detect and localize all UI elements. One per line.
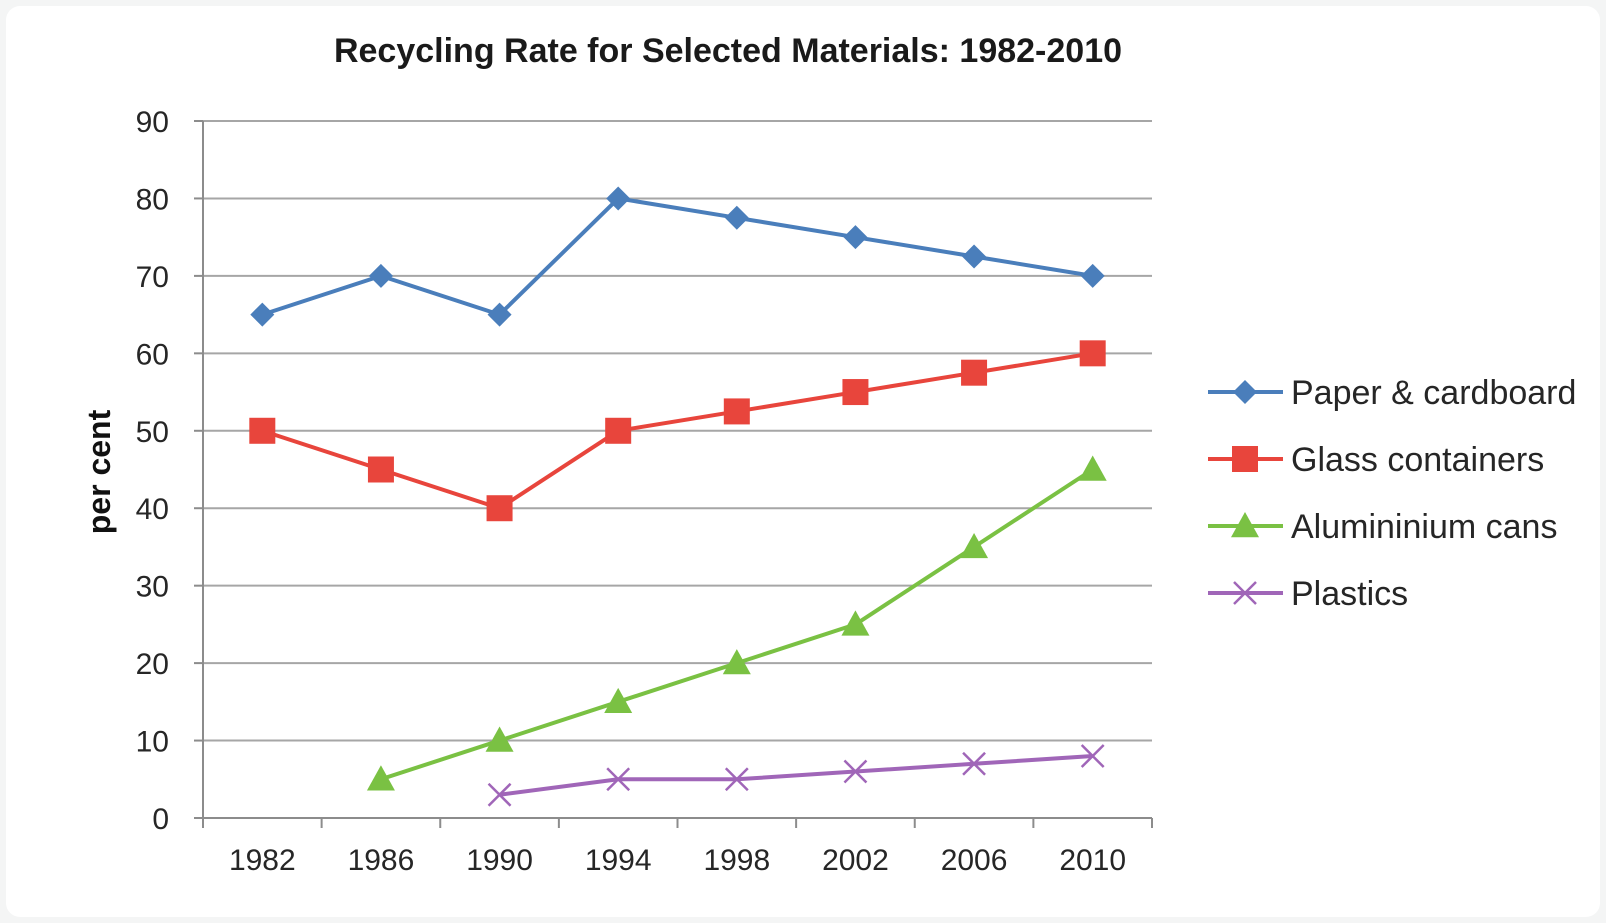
x-tick-label-2010: 2010 [1059, 844, 1126, 877]
point-plastics-1990 [487, 782, 512, 807]
legend-item-paper-cardboard: Paper & cardboard [1208, 374, 1576, 412]
series-line-plastics [499, 754, 1093, 797]
y-tick-label-20: 20 [136, 648, 169, 681]
point-alumininium-cans-1986 [366, 765, 395, 791]
y-tick-label-0: 0 [152, 803, 169, 836]
x-tick-label-1986: 1986 [348, 844, 415, 877]
gridlines [203, 120, 1152, 742]
point-paper-cardboard-1982 [250, 302, 275, 327]
point-alumininium-cans-1990 [485, 726, 514, 752]
point-paper-cardboard-1998 [724, 205, 749, 230]
series-line-glass-containers [261, 351, 1094, 511]
point-plastics-2010 [1080, 744, 1105, 768]
legend-label-alumininium-cans: Alumininium cans [1291, 508, 1557, 546]
point-paper-cardboard-1986 [368, 263, 393, 288]
point-glass-containers-1990 [486, 495, 513, 522]
point-glass-containers-2002 [842, 379, 869, 406]
point-plastics-2002 [843, 759, 868, 784]
x-tick-label-1998: 1998 [703, 844, 770, 877]
legend-marker-plastics [1233, 581, 1257, 605]
chart-card [6, 6, 1600, 917]
point-glass-containers-1982 [249, 417, 276, 444]
point-alumininium-cans-1994 [604, 687, 633, 714]
y-tick-label-70: 70 [136, 261, 169, 294]
x-tick-label-2006: 2006 [941, 844, 1008, 877]
y-tick-label-30: 30 [136, 571, 169, 604]
legend-item-glass-containers: Glass containers [1208, 441, 1544, 479]
point-glass-containers-1994 [605, 417, 632, 444]
point-plastics-1998 [724, 767, 749, 792]
legend-label-glass-containers: Glass containers [1291, 441, 1544, 479]
series-markers [249, 186, 1107, 807]
legend-item-plastics: Plastics [1208, 575, 1408, 613]
series-line-paper-cardboard [261, 196, 1094, 317]
point-paper-cardboard-2002 [843, 225, 868, 250]
legend-marker-paper-cardboard [1233, 380, 1257, 404]
point-alumininium-cans-2002 [841, 610, 870, 636]
y-tick-label-80: 80 [136, 183, 169, 216]
x-tick-label-1994: 1994 [585, 844, 652, 877]
point-plastics-2006 [962, 751, 986, 776]
y-tick-label-50: 50 [136, 416, 169, 449]
y-tick-label-60: 60 [136, 338, 169, 371]
y-tick-label-10: 10 [136, 726, 169, 759]
point-alumininium-cans-2010 [1078, 455, 1107, 481]
legend-label-paper-cardboard: Paper & cardboard [1291, 374, 1576, 412]
y-tick-label-90: 90 [136, 106, 169, 139]
chart-title: Recycling Rate for Selected Materials: 1… [334, 32, 1122, 70]
point-alumininium-cans-2006 [960, 532, 989, 559]
x-tick-label-1990: 1990 [466, 844, 533, 877]
x-tick-label-1982: 1982 [229, 844, 296, 877]
point-glass-containers-2006 [961, 359, 988, 386]
series-lines [261, 196, 1094, 797]
point-glass-containers-1986 [367, 456, 394, 483]
axes [194, 120, 1153, 828]
legend: Paper & cardboard Glass containers Alumini… [1208, 374, 1576, 613]
point-paper-cardboard-1990 [487, 302, 512, 327]
point-alumininium-cans-1998 [722, 649, 751, 675]
point-paper-cardboard-2010 [1080, 263, 1105, 288]
y-axis-label: per cent [81, 409, 117, 534]
point-glass-containers-1998 [723, 398, 750, 425]
point-paper-cardboard-1994 [606, 186, 631, 211]
point-paper-cardboard-2006 [962, 244, 987, 269]
legend-item-alumininium-cans: Alumininium cans [1208, 508, 1557, 546]
legend-marker-alumininium-cans [1231, 512, 1259, 538]
point-glass-containers-2010 [1079, 340, 1106, 367]
y-tick-label-40: 40 [136, 493, 169, 526]
legend-marker-glass-containers [1232, 446, 1258, 472]
point-plastics-1994 [606, 767, 631, 792]
x-tick-label-2002: 2002 [822, 844, 889, 877]
legend-label-plastics: Plastics [1291, 575, 1408, 613]
tick-labels: 0 10 20 30 40 50 60 70 80 90 1982 1986 1990 1994 1998 2… [136, 106, 1126, 877]
